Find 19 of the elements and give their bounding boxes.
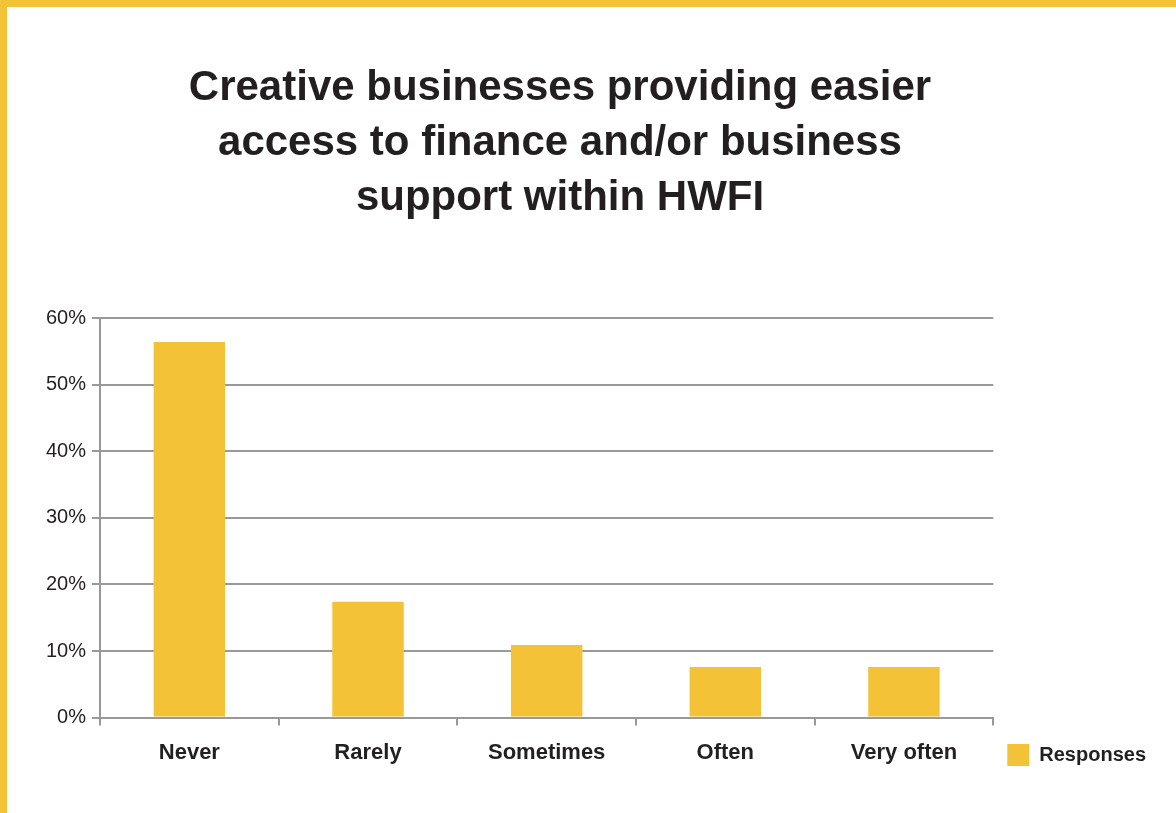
x-tick-label: Rarely xyxy=(334,738,403,764)
bar xyxy=(153,341,226,717)
bar xyxy=(868,666,940,717)
y-tick-label: 40% xyxy=(46,438,87,461)
y-tick-label: 30% xyxy=(46,505,87,528)
x-tick-label: Sometimes xyxy=(487,738,606,764)
y-tick-label: 10% xyxy=(46,638,87,661)
x-tick-label: Often xyxy=(696,738,755,764)
y-tick-label: 0% xyxy=(57,705,87,728)
x-tick-label: Never xyxy=(158,738,221,764)
bar xyxy=(332,601,404,717)
x-tick-label: Very often xyxy=(850,738,958,764)
legend-label: Responses xyxy=(1039,742,1147,765)
bar xyxy=(510,645,583,717)
y-tick-label: 60% xyxy=(46,305,87,328)
y-tick-label: 20% xyxy=(46,571,87,594)
bar xyxy=(689,666,762,717)
chart-title: Creative businesses providing easier access to finance and/or business support within HWFI xyxy=(187,61,933,221)
y-tick-label: 50% xyxy=(46,372,87,395)
